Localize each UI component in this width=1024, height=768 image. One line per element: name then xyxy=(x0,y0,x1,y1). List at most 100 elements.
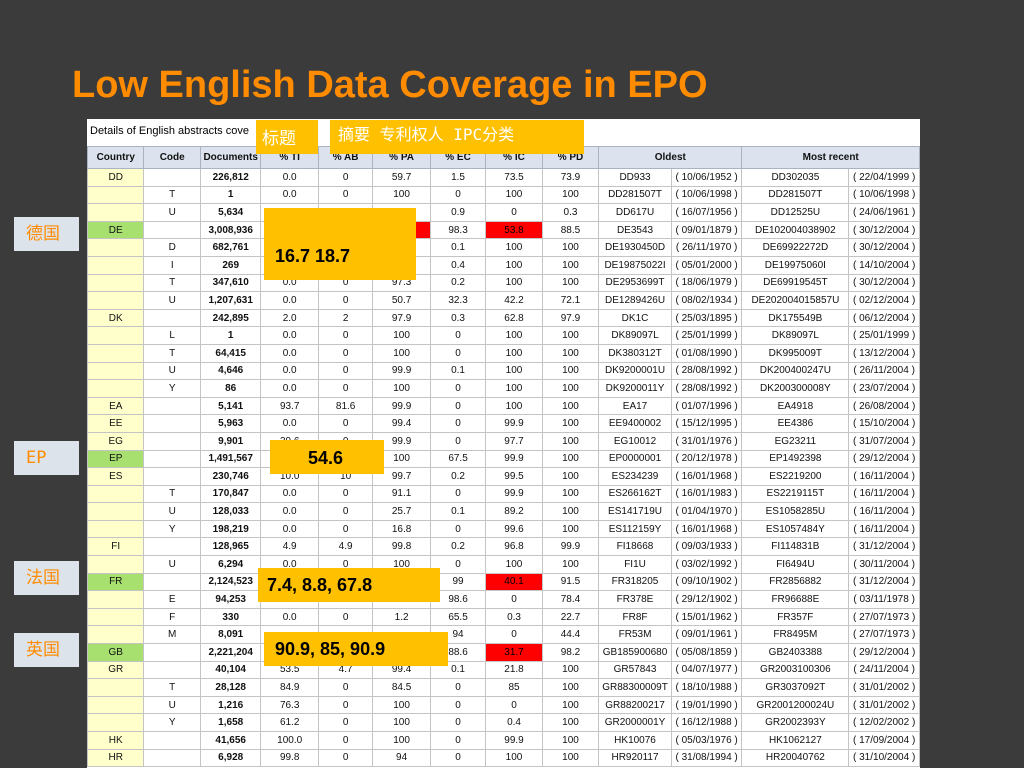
cell-pd: 100 xyxy=(541,660,600,680)
cell-oldest-date: ( 31/01/1976 ) xyxy=(670,431,743,451)
cell-pd: 100 xyxy=(541,519,600,539)
cell-ec: 0 xyxy=(429,326,487,345)
callout-gb: 90.9, 85, 90.9 xyxy=(264,632,448,666)
cell-ic: 31.7 xyxy=(485,643,543,662)
cell-oldest-id: DK9200011Y xyxy=(598,379,672,398)
cell-pa: 1.2 xyxy=(372,607,431,627)
cell-pa: 91.1 xyxy=(372,484,431,504)
cell-recent-id: DD281507T xyxy=(741,185,850,205)
cell-recent-date: ( 24/06/1961 ) xyxy=(848,203,920,222)
cell-oldest-date: ( 09/10/1902 ) xyxy=(670,572,743,592)
cell-oldest-date: ( 16/01/1983 ) xyxy=(670,484,743,504)
cell-recent-id: EP1492398 xyxy=(741,449,850,469)
cell-oldest-date: ( 25/03/1895 ) xyxy=(670,308,743,328)
cell-code: Y xyxy=(143,519,201,539)
cell-documents: 128,965 xyxy=(199,537,262,557)
table-row: U 4,646 0.0 0 99.9 0.1 100 100 DK9200001U( 28/08… xyxy=(87,361,920,381)
cell-pa: 99.9 xyxy=(372,396,431,416)
cell-recent-id: FR357F xyxy=(741,607,850,627)
table-row: HR 6,928 99.8 0 94 0 100 100 HR920117( 31/08/199… xyxy=(87,748,920,768)
cell-documents: 3,008,936 xyxy=(199,220,262,240)
cell-country: EG xyxy=(87,431,145,451)
cell-documents: 682,761 xyxy=(199,238,262,257)
cell-recent-id: FI6494U xyxy=(741,555,850,574)
cell-country: HR xyxy=(87,748,145,768)
cell-oldest-id: DE3543 xyxy=(598,220,672,240)
table-row: I 269 0.4 100 100 DE19875022I( 05/01/2000 ) DE… xyxy=(87,255,920,275)
coverage-table: Country Code Documents % TI % AB % PA % … xyxy=(87,146,920,768)
cell-ic: 97.7 xyxy=(485,431,543,451)
cell-ec: 0.4 xyxy=(429,255,487,275)
cell-oldest-id: DD281507T xyxy=(598,185,672,205)
cell-oldest-id: FR53M xyxy=(598,625,672,645)
cell-recent-id: HK1062127 xyxy=(741,731,850,750)
cell-country xyxy=(87,502,145,521)
cell-ab: 0 xyxy=(317,185,374,205)
tag-fields: 摘要 专利权人 IPC分类 xyxy=(330,120,584,154)
cell-recent-date: ( 31/12/2004 ) xyxy=(848,537,920,557)
cell-code: T xyxy=(143,678,201,697)
cell-recent-id: ES2219115T xyxy=(741,484,850,504)
cell-pa: 100 xyxy=(372,185,431,205)
cell-pd: 100 xyxy=(541,431,600,451)
cell-documents: 230,746 xyxy=(199,467,262,486)
cell-recent-date: ( 10/06/1998 ) xyxy=(848,185,920,205)
cell-documents: 6,928 xyxy=(199,748,262,768)
cell-country xyxy=(87,361,145,381)
cell-country xyxy=(87,695,145,715)
cell-recent-date: ( 13/12/2004 ) xyxy=(848,343,920,363)
cell-pd: 0.3 xyxy=(541,203,600,222)
cell-ab: 0 xyxy=(317,291,374,310)
cell-documents: 1,207,631 xyxy=(199,291,262,310)
callout-de: 16.7 18.7 xyxy=(264,208,416,280)
cell-recent-date: ( 12/02/2002 ) xyxy=(848,713,920,732)
cell-ti: 0.0 xyxy=(260,361,319,381)
cell-country: FR xyxy=(87,572,145,592)
table-row: Y 198,219 0.0 0 16.8 0 99.6 100 ES112159Y( 16/01… xyxy=(87,519,920,539)
cell-code: Y xyxy=(143,379,201,398)
cell-ab: 0 xyxy=(317,343,374,363)
cell-recent-date: ( 16/11/2004 ) xyxy=(848,467,920,486)
cell-ic: 53.8 xyxy=(485,220,543,240)
cell-ti: 84.9 xyxy=(260,678,319,697)
cell-recent-date: ( 29/12/2004 ) xyxy=(848,449,920,469)
cell-country: ES xyxy=(87,467,145,486)
cell-ic: 0 xyxy=(485,590,543,609)
cell-pa: 99.8 xyxy=(372,537,431,557)
cell-oldest-id: HK10076 xyxy=(598,731,672,750)
cell-oldest-date: ( 05/03/1976 ) xyxy=(670,731,743,750)
cell-code xyxy=(143,660,201,680)
cell-country: DE xyxy=(87,220,145,240)
table-row: HK 41,656 100.0 0 100 0 99.9 100 HK10076( 05/03/… xyxy=(87,731,920,750)
cell-oldest-date: ( 28/08/1992 ) xyxy=(670,379,743,398)
cell-oldest-id: DE1289426U xyxy=(598,291,672,310)
cell-recent-date: ( 17/09/2004 ) xyxy=(848,731,920,750)
cell-recent-date: ( 14/10/2004 ) xyxy=(848,255,920,275)
cell-documents: 94,253 xyxy=(199,590,262,609)
cell-documents: 4,646 xyxy=(199,361,262,381)
cell-documents: 2,124,523 xyxy=(199,572,262,592)
cell-pa: 94 xyxy=(372,748,431,768)
cell-country: EA xyxy=(87,396,145,416)
cell-oldest-date: ( 31/08/1994 ) xyxy=(670,748,743,768)
coverage-table-panel: Details of English abstracts coveor Coun… xyxy=(87,119,920,768)
table-row: T 64,415 0.0 0 100 0 100 100 DK380312T( 01/08/19… xyxy=(87,343,920,363)
cell-oldest-id: FR318205 xyxy=(598,572,672,592)
cell-code: T xyxy=(143,273,201,293)
cell-recent-date: ( 22/04/1999 ) xyxy=(848,168,920,187)
table-row: FR 2,124,523 99 40.1 91.5 FR318205( 09/10/190… xyxy=(87,572,920,592)
cell-recent-id: GR2002393Y xyxy=(741,713,850,732)
cell-oldest-id: GR2000001Y xyxy=(598,713,672,732)
cell-ic: 42.2 xyxy=(485,291,543,310)
cell-ic: 40.1 xyxy=(485,572,543,592)
cell-oldest-date: ( 19/01/1990 ) xyxy=(670,695,743,715)
cell-country xyxy=(87,326,145,345)
cell-recent-date: ( 16/11/2004 ) xyxy=(848,519,920,539)
cell-ic: 89.2 xyxy=(485,502,543,521)
cell-oldest-date: ( 03/02/1992 ) xyxy=(670,555,743,574)
cell-pd: 100 xyxy=(541,731,600,750)
cell-recent-date: ( 03/11/1978 ) xyxy=(848,590,920,609)
cell-country xyxy=(87,555,145,574)
cell-oldest-id: DD933 xyxy=(598,168,672,187)
